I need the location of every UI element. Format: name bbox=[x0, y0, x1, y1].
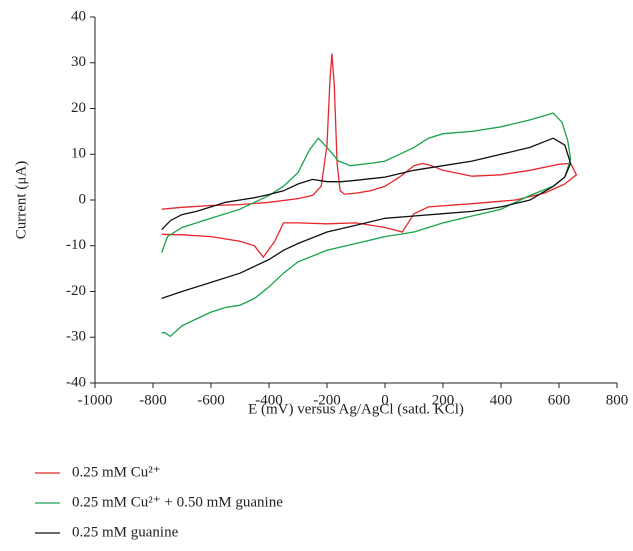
y-tick-label: 0 bbox=[79, 191, 87, 207]
x-axis-label: E (mV) versus Ag/AgCl (satd. KCl) bbox=[248, 401, 464, 417]
series-line bbox=[161, 137, 572, 300]
x-tick-label: -600 bbox=[197, 392, 225, 408]
legend-label: 0.25 mM Cu²⁺ + 0.50 mM guanine bbox=[72, 494, 283, 510]
y-tick-label: -20 bbox=[66, 283, 86, 299]
x-tick-label: 200 bbox=[432, 392, 455, 408]
y-tick-label: 40 bbox=[71, 8, 86, 24]
y-tick-label: -40 bbox=[66, 374, 86, 390]
x-tick-label: -1000 bbox=[78, 392, 113, 408]
legend-label: 0.25 mM guanine bbox=[72, 524, 179, 540]
x-tick-label: -200 bbox=[313, 392, 341, 408]
x-tick-label: -800 bbox=[139, 392, 167, 408]
y-tick-label: 30 bbox=[71, 54, 86, 70]
series-line bbox=[161, 112, 572, 338]
x-tick-label: -400 bbox=[255, 392, 283, 408]
y-tick-label: 10 bbox=[71, 146, 86, 162]
x-tick-label: 600 bbox=[548, 392, 571, 408]
series-line bbox=[161, 53, 578, 259]
y-tick-label: -10 bbox=[66, 237, 86, 253]
y-tick-label: 20 bbox=[71, 100, 86, 116]
y-tick-label: -30 bbox=[66, 329, 86, 345]
x-tick-label: 800 bbox=[606, 392, 629, 408]
legend-label: 0.25 mM Cu²⁺ bbox=[72, 464, 161, 480]
x-tick-label: 400 bbox=[490, 392, 513, 408]
y-axis-label: Current (μA) bbox=[13, 161, 29, 239]
x-tick-label: 0 bbox=[381, 392, 389, 408]
